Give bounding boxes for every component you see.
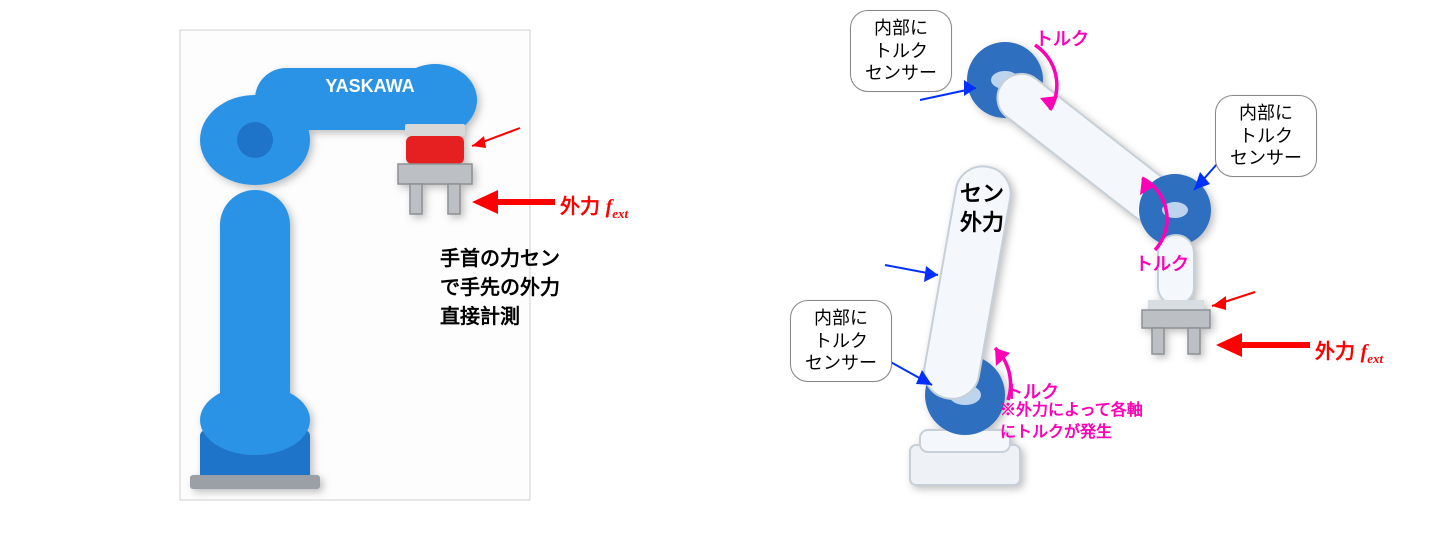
torque-label-top: トルク (1035, 25, 1089, 51)
callout-wrist: 内部に トルク センサー (1215, 95, 1317, 177)
callout-base: 内部に トルク センサー (790, 300, 892, 382)
force-sensor (406, 136, 464, 164)
ext-force-label-right: 外力 fext (1315, 335, 1383, 367)
flange-pointer (1212, 292, 1255, 310)
ext-force-arrow-right (1216, 333, 1310, 357)
callout-top: 内部に トルク センサー (850, 10, 952, 92)
torque-note: ※外力によって各軸 にトルクが発生 (1000, 400, 1143, 443)
center-text: セン 外力 (960, 180, 1004, 237)
brand-label: YASKAWA (325, 76, 414, 96)
ext-force-label-left: 外力 fext (560, 190, 628, 222)
left-caption: 手首の力セン で手先の外力 直接計測 (440, 245, 560, 332)
torque-label-wrist: トルク (1135, 250, 1189, 276)
